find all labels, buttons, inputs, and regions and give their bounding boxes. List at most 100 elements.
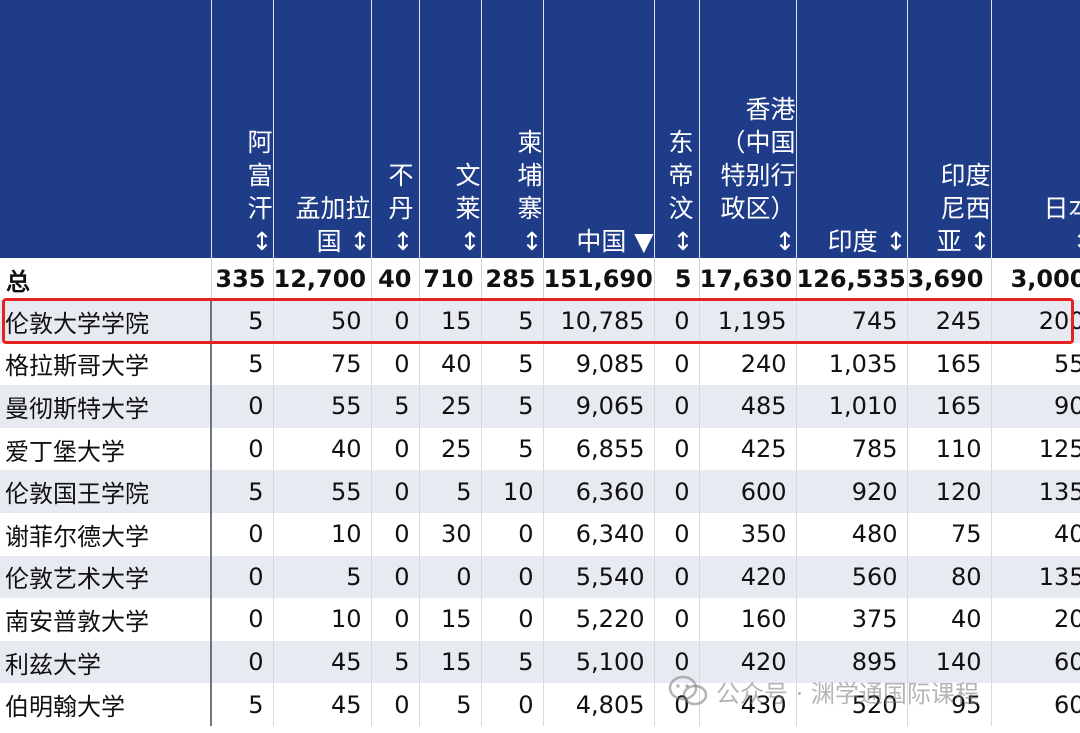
table-cell: 0 [371, 470, 420, 513]
wechat-icon [668, 675, 708, 706]
university-name: 格拉斯哥大学 [0, 342, 212, 386]
table-cell: 75 [907, 512, 992, 556]
total-cell: 3,690 [907, 258, 992, 300]
table-cell: 560 [796, 555, 908, 599]
table-cell: 55 [273, 385, 372, 428]
total-cell: 710 [419, 258, 482, 300]
table-cell: 95 [907, 683, 992, 726]
sort-icon[interactable]: ↕ [774, 227, 796, 256]
table-cell: 0 [481, 555, 544, 599]
sort-icon[interactable]: ↕ [251, 227, 273, 256]
watermark-text: 公众号 · 渊学通国际课程 [716, 679, 979, 708]
header-bangladesh[interactable]: 孟加拉 国 ↕ [273, 0, 372, 258]
sort-icon[interactable]: ↕ [521, 227, 543, 256]
header-bhutan[interactable]: 不 丹 ↕ [371, 0, 420, 258]
table-cell: 895 [796, 640, 908, 684]
table-cell: 0 [481, 512, 544, 556]
sort-desc-icon[interactable]: 中国 ▼ [576, 227, 654, 256]
table-cell: 0 [654, 427, 700, 471]
table-cell: 40 [419, 342, 482, 386]
table-cell: 1,035 [796, 342, 908, 386]
table-cell: 30 [419, 512, 482, 556]
table-cell: 165 [907, 342, 992, 386]
table-cell: 6,360 [543, 470, 655, 513]
table-cell: 5,220 [543, 598, 655, 641]
table-cell: 240 [699, 342, 797, 386]
header-name-column [0, 0, 212, 258]
table-cell: 40 [273, 427, 372, 471]
table-cell: 10 [273, 598, 372, 641]
table-cell: 0 [654, 300, 700, 343]
header-india[interactable]: 印度 ↕ [796, 0, 908, 258]
header-japan[interactable]: 日本 ↕ [991, 0, 1080, 258]
table-cell: 125 [991, 427, 1080, 471]
header-cambodia[interactable]: 柬 埔 寨 ↕ [481, 0, 544, 258]
table-cell: 430 [699, 683, 797, 726]
table-cell: 165 [907, 385, 992, 428]
university-name: 伦敦大学学院 [0, 300, 212, 343]
sort-icon[interactable]: ↕ [992, 225, 1080, 258]
table-cell: 0 [654, 598, 700, 641]
table-row[interactable]: 伦敦大学学院 5 50 0 15 5 10,785 0 1,195 745 245 200 [0, 300, 1080, 343]
header-hong-kong[interactable]: 香港 （中国 特别行 政区） ↕ [699, 0, 797, 258]
table-cell: 60 [991, 683, 1080, 726]
university-name: 利兹大学 [0, 640, 212, 684]
university-name: 爱丁堡大学 [0, 427, 212, 471]
table-row[interactable]: 伦敦国王学院 5 55 0 5 10 6,360 0 600 920 120 135 [0, 470, 1080, 513]
table-cell: 60 [991, 640, 1080, 684]
table-cell: 120 [907, 470, 992, 513]
table-cell: 135 [991, 470, 1080, 513]
sort-icon[interactable]: ↕ [392, 227, 414, 256]
table-body: 总 335 12,700 40 710 285 151,690 5 17,630… [0, 258, 1080, 726]
table-cell: 0 [654, 385, 700, 428]
table-cell: 5 [419, 470, 482, 513]
table-cell: 350 [699, 512, 797, 556]
table-cell: 0 [211, 427, 274, 471]
table-cell: 0 [371, 427, 420, 471]
table-cell: 0 [211, 555, 274, 599]
university-name: 南安普敦大学 [0, 598, 212, 641]
table-cell: 0 [371, 683, 420, 726]
table-cell: 0 [211, 385, 274, 428]
table-row[interactable]: 爱丁堡大学 0 40 0 25 5 6,855 0 425 785 110 125 [0, 427, 1080, 471]
table-cell: 5 [481, 640, 544, 684]
table-cell: 0 [654, 555, 700, 599]
table-cell: 140 [907, 640, 992, 684]
table-cell: 920 [796, 470, 908, 513]
table-row[interactable]: 伦敦艺术大学 0 5 0 0 0 5,540 0 420 560 80 135 [0, 555, 1080, 599]
university-name: 谢菲尔德大学 [0, 512, 212, 556]
table-cell: 55 [991, 342, 1080, 386]
sort-icon[interactable]: ↕ [672, 227, 694, 256]
table-cell: 0 [654, 512, 700, 556]
table-cell: 5 [273, 555, 372, 599]
table-cell: 135 [991, 555, 1080, 599]
table-cell: 10 [273, 512, 372, 556]
table-cell: 420 [699, 640, 797, 684]
table-header: 阿 富 汗 ↕ 孟加拉 国 ↕ 不 丹 ↕ 文 莱 ↕ 柬 埔 [0, 0, 1080, 258]
table-cell: 40 [991, 512, 1080, 556]
sort-icon[interactable]: ↕ [459, 227, 481, 256]
table-cell: 5 [481, 427, 544, 471]
header-east-timor[interactable]: 东 帝 汶 ↕ [654, 0, 700, 258]
table-cell: 45 [273, 683, 372, 726]
header-brunei[interactable]: 文 莱 ↕ [419, 0, 482, 258]
table-cell: 375 [796, 598, 908, 641]
table-cell: 0 [371, 300, 420, 343]
table-cell: 0 [419, 555, 482, 599]
header-afghanistan[interactable]: 阿 富 汗 ↕ [211, 0, 274, 258]
header-indonesia[interactable]: 印度 尼西 亚 ↕ [907, 0, 992, 258]
table-cell: 5 [211, 470, 274, 513]
table-cell: 50 [273, 300, 372, 343]
table-cell: 15 [419, 598, 482, 641]
table-cell: 5 [211, 300, 274, 343]
header-china[interactable]: 中国 ▼ [543, 0, 655, 258]
total-cell: 12,700 [273, 258, 372, 300]
table-cell: 0 [371, 512, 420, 556]
table-cell: 785 [796, 427, 908, 471]
